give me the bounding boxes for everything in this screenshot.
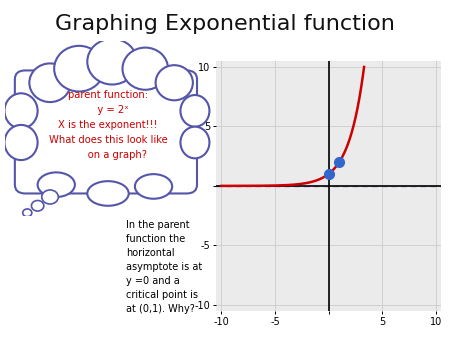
Circle shape bbox=[32, 200, 44, 211]
Ellipse shape bbox=[135, 174, 172, 199]
Ellipse shape bbox=[180, 127, 209, 158]
Ellipse shape bbox=[122, 48, 168, 90]
Circle shape bbox=[22, 209, 32, 217]
Ellipse shape bbox=[29, 64, 71, 102]
Text: Graphing Exponential function: Graphing Exponential function bbox=[55, 14, 395, 33]
Ellipse shape bbox=[38, 172, 75, 197]
Ellipse shape bbox=[54, 46, 104, 92]
Ellipse shape bbox=[87, 181, 129, 206]
Circle shape bbox=[42, 190, 58, 204]
Ellipse shape bbox=[4, 93, 38, 128]
Text: In the parent
function the
horizontal
asymptote is at
y =0 and a
critical point : In the parent function the horizontal as… bbox=[126, 220, 202, 314]
Ellipse shape bbox=[156, 65, 193, 100]
Ellipse shape bbox=[180, 95, 209, 127]
FancyBboxPatch shape bbox=[15, 70, 197, 193]
Ellipse shape bbox=[87, 39, 137, 84]
Text: parent function:
   y = 2ˣ
X is the exponent!!!
What does this look like
      o: parent function: y = 2ˣ X is the exponen… bbox=[49, 90, 167, 160]
Ellipse shape bbox=[4, 125, 38, 160]
